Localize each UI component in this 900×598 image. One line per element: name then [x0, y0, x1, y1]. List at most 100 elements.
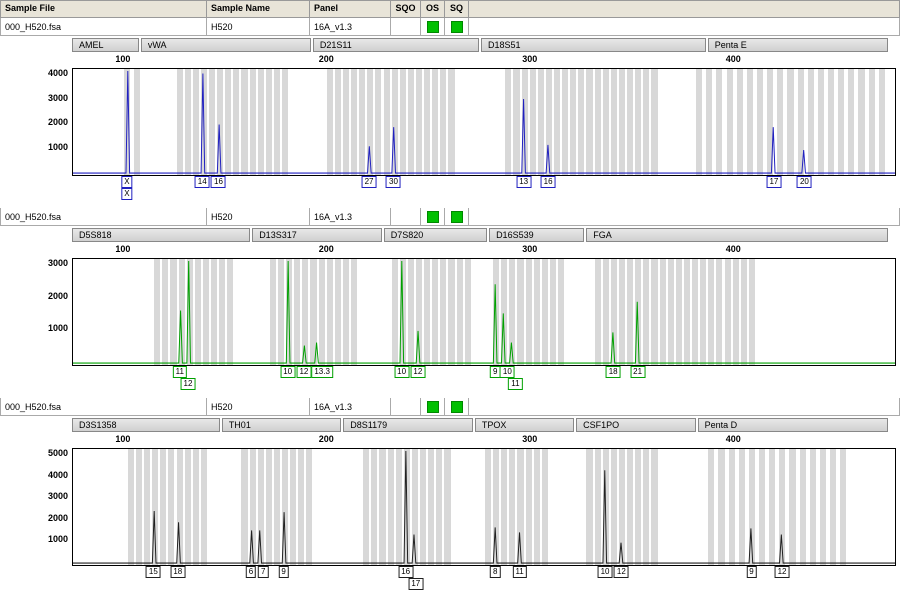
locus-label[interactable]: D8S1179	[343, 418, 473, 432]
panel-value: 16A_v1.3	[310, 208, 391, 225]
x-tick-label: 200	[319, 244, 334, 254]
allele-call[interactable]: 16	[211, 176, 226, 188]
status-ok-icon	[427, 401, 439, 413]
allele-call[interactable]: 17	[408, 578, 423, 590]
plot-area[interactable]	[72, 258, 896, 366]
locus-label[interactable]: Penta D	[698, 418, 888, 432]
locus-label[interactable]: D13S317	[252, 228, 382, 242]
sample-info-row: 000_H520.fsaH52016A_v1.3	[0, 398, 900, 416]
sample-file-value: 000_H520.fsa	[1, 18, 207, 35]
locus-label[interactable]: TH01	[222, 418, 341, 432]
allele-call[interactable]: 10	[394, 366, 409, 378]
x-tick-label: 100	[115, 244, 130, 254]
allele-call[interactable]: 18	[170, 566, 185, 578]
allele-call[interactable]: 12	[296, 366, 311, 378]
locus-label[interactable]: vWA	[141, 38, 311, 52]
allele-call[interactable]: 21	[630, 366, 645, 378]
allele-call[interactable]: 16	[541, 176, 556, 188]
allele-call[interactable]: 10	[500, 366, 515, 378]
allele-call[interactable]: 9	[490, 366, 500, 378]
y-tick-label: 2000	[48, 117, 68, 127]
y-axis: 4000300020001000	[4, 68, 72, 176]
allele-call[interactable]: 27	[362, 176, 377, 188]
locus-label[interactable]: D7S820	[384, 228, 487, 242]
locus-label[interactable]: FGA	[586, 228, 888, 242]
sample-name-value: H520	[207, 398, 310, 415]
col-sample-file: Sample File	[1, 1, 207, 17]
y-tick-label: 2000	[48, 291, 68, 301]
allele-call[interactable]: 9	[746, 566, 756, 578]
allele-call[interactable]: 10	[280, 366, 295, 378]
locus-marker-row: D5S818D13S317D7S820D16S539FGA	[0, 226, 900, 244]
x-tick-label: 200	[319, 54, 334, 64]
trace-line	[73, 449, 895, 565]
allele-call[interactable]: 6	[246, 566, 256, 578]
x-tick-label: 400	[726, 244, 741, 254]
plot-area[interactable]	[72, 448, 896, 566]
trace-line	[73, 69, 895, 175]
x-tick-label: 300	[522, 244, 537, 254]
allele-call[interactable]: 12	[410, 366, 425, 378]
allele-call[interactable]: 12	[614, 566, 629, 578]
sqo-indicator	[391, 18, 421, 35]
x-tick-label: 100	[115, 54, 130, 64]
allele-call[interactable]: 20	[797, 176, 812, 188]
y-tick-label: 2000	[48, 513, 68, 523]
sqo-indicator	[391, 208, 421, 225]
locus-label[interactable]: D21S11	[313, 38, 479, 52]
os-indicator	[421, 398, 445, 415]
sample-file-value: 000_H520.fsa	[1, 398, 207, 415]
locus-label[interactable]: D16S539	[489, 228, 584, 242]
x-tick-label: 300	[522, 434, 537, 444]
os-indicator	[421, 18, 445, 35]
allele-call[interactable]: 12	[181, 378, 196, 390]
allele-call[interactable]: X	[121, 176, 132, 188]
x-tick-label: 200	[319, 434, 334, 444]
allele-call[interactable]: 13	[516, 176, 531, 188]
allele-call[interactable]: 10	[598, 566, 613, 578]
allele-call[interactable]: 30	[386, 176, 401, 188]
allele-call[interactable]: 11	[173, 366, 187, 378]
locus-label[interactable]: TPOX	[475, 418, 574, 432]
plot-area[interactable]	[72, 68, 896, 176]
os-indicator	[421, 208, 445, 225]
allele-call[interactable]: 15	[146, 566, 161, 578]
allele-label-row: 1112101213.31012910111821	[72, 366, 896, 394]
locus-label[interactable]: AMEL	[72, 38, 139, 52]
locus-label[interactable]: Penta E	[708, 38, 888, 52]
y-tick-label: 4000	[48, 470, 68, 480]
locus-label[interactable]: D5S818	[72, 228, 250, 242]
col-os: OS	[421, 1, 445, 17]
locus-label[interactable]: D3S1358	[72, 418, 220, 432]
allele-call[interactable]: 7	[258, 566, 268, 578]
status-ok-icon	[451, 211, 463, 223]
allele-label-row: 151867916178111012912	[72, 566, 896, 594]
status-ok-icon	[427, 21, 439, 33]
col-sqo: SQO	[391, 1, 421, 17]
allele-call[interactable]: 9	[278, 566, 288, 578]
y-tick-label: 3000	[48, 491, 68, 501]
allele-call[interactable]: 8	[490, 566, 500, 578]
allele-call[interactable]: 13.3	[311, 366, 333, 378]
allele-call[interactable]: 18	[606, 366, 621, 378]
allele-call[interactable]: 12	[775, 566, 790, 578]
sample-file-value: 000_H520.fsa	[1, 208, 207, 225]
locus-label[interactable]: CSF1PO	[576, 418, 695, 432]
status-ok-icon	[451, 21, 463, 33]
allele-call[interactable]: 17	[766, 176, 781, 188]
y-tick-label: 1000	[48, 323, 68, 333]
allele-call[interactable]: 16	[398, 566, 413, 578]
sq-indicator	[445, 18, 469, 35]
sample-name-value: H520	[207, 18, 310, 35]
y-tick-label: 3000	[48, 93, 68, 103]
allele-call[interactable]: 14	[195, 176, 210, 188]
electropherogram-panel: 4000300020001000 100200300400XX141627301…	[0, 54, 900, 208]
locus-label[interactable]: D18S51	[481, 38, 706, 52]
allele-call[interactable]: X	[121, 188, 132, 200]
allele-call[interactable]: 11	[512, 566, 526, 578]
allele-call[interactable]: 11	[508, 378, 522, 390]
y-tick-label: 4000	[48, 68, 68, 78]
y-axis: 300020001000	[4, 258, 72, 366]
status-ok-icon	[427, 211, 439, 223]
x-tick-label: 400	[726, 434, 741, 444]
